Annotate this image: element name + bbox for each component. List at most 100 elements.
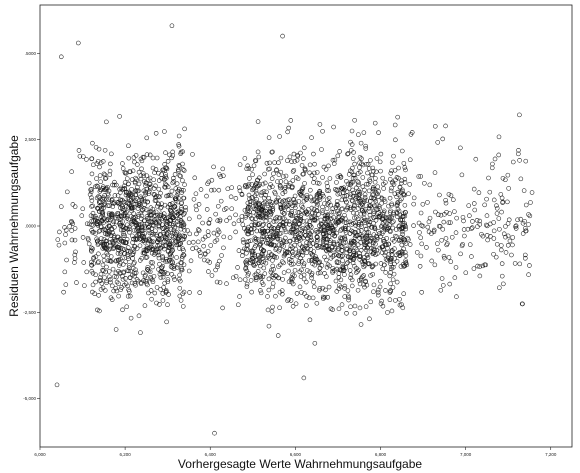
data-point <box>523 202 529 208</box>
data-point <box>62 269 68 275</box>
data-point <box>150 155 156 161</box>
data-point <box>258 241 264 247</box>
data-point <box>108 161 113 167</box>
data-point <box>267 206 273 212</box>
data-point <box>510 235 515 240</box>
data-point <box>290 178 296 183</box>
data-point <box>220 305 225 311</box>
data-point <box>299 267 304 273</box>
data-point <box>407 157 413 163</box>
data-point <box>170 259 175 264</box>
data-point <box>179 187 184 193</box>
data-point <box>260 181 266 187</box>
data-point <box>95 159 101 164</box>
data-point <box>261 189 267 194</box>
data-point <box>135 162 140 167</box>
data-point <box>348 192 354 197</box>
data-point <box>79 213 85 218</box>
data-point <box>400 229 405 235</box>
data-point <box>443 236 449 241</box>
data-point <box>322 295 328 300</box>
data-point <box>337 283 342 288</box>
data-point <box>367 316 372 322</box>
data-point <box>150 260 155 265</box>
data-point <box>299 203 304 209</box>
data-point <box>165 193 171 199</box>
data-point <box>164 319 169 325</box>
data-point <box>89 222 94 228</box>
data-point <box>274 214 280 220</box>
data-point <box>316 287 322 293</box>
data-point <box>345 151 350 157</box>
data-point <box>153 197 159 203</box>
data-point <box>235 265 240 270</box>
data-point <box>63 227 69 233</box>
data-point <box>350 187 355 193</box>
data-point <box>400 250 405 255</box>
data-point <box>157 302 162 307</box>
data-point <box>156 255 162 261</box>
data-point <box>302 210 308 216</box>
data-point <box>181 236 187 242</box>
data-point <box>54 382 60 388</box>
data-point <box>201 243 206 249</box>
data-point <box>289 229 294 235</box>
data-point <box>387 210 393 215</box>
data-point <box>311 279 316 285</box>
data-point <box>499 243 504 248</box>
data-point <box>102 275 107 280</box>
data-point <box>378 168 383 174</box>
data-point <box>131 219 137 225</box>
data-point <box>160 239 166 245</box>
data-point <box>135 188 140 194</box>
data-point <box>376 130 381 135</box>
data-point <box>137 231 142 236</box>
data-point <box>447 211 452 216</box>
data-point <box>81 260 87 265</box>
data-point <box>438 212 444 218</box>
data-point <box>149 277 155 283</box>
y-tick-label: .0000 <box>25 224 37 229</box>
data-point <box>126 143 131 149</box>
data-point <box>440 283 446 288</box>
data-point <box>309 198 315 204</box>
data-point <box>377 284 383 290</box>
data-point <box>347 268 353 273</box>
data-point <box>125 268 130 273</box>
data-point <box>117 186 122 192</box>
data-point <box>263 260 269 266</box>
data-point <box>373 218 379 223</box>
data-point <box>91 229 96 235</box>
data-point <box>132 260 137 265</box>
data-point <box>270 206 276 211</box>
data-point <box>268 226 274 232</box>
data-point <box>215 262 221 267</box>
data-point <box>89 259 94 265</box>
data-point <box>411 195 417 201</box>
data-point <box>312 170 317 176</box>
data-point <box>395 202 400 208</box>
data-point <box>315 180 320 186</box>
data-point <box>308 194 313 200</box>
data-point <box>400 222 406 228</box>
data-point <box>164 289 169 294</box>
data-point <box>152 290 158 296</box>
data-point <box>154 300 159 306</box>
data-point <box>351 210 356 216</box>
data-point <box>372 224 377 230</box>
data-point <box>134 222 139 228</box>
data-point <box>109 297 115 302</box>
data-point <box>100 184 106 189</box>
data-point <box>177 173 183 178</box>
data-point <box>298 274 304 279</box>
data-point <box>149 239 154 245</box>
data-point <box>105 191 111 196</box>
data-point <box>167 252 173 257</box>
data-point <box>124 216 130 221</box>
data-point <box>344 189 350 194</box>
data-point <box>367 209 372 215</box>
data-point <box>92 291 97 296</box>
data-point <box>395 200 400 206</box>
data-point <box>104 264 109 270</box>
data-point <box>357 165 362 170</box>
